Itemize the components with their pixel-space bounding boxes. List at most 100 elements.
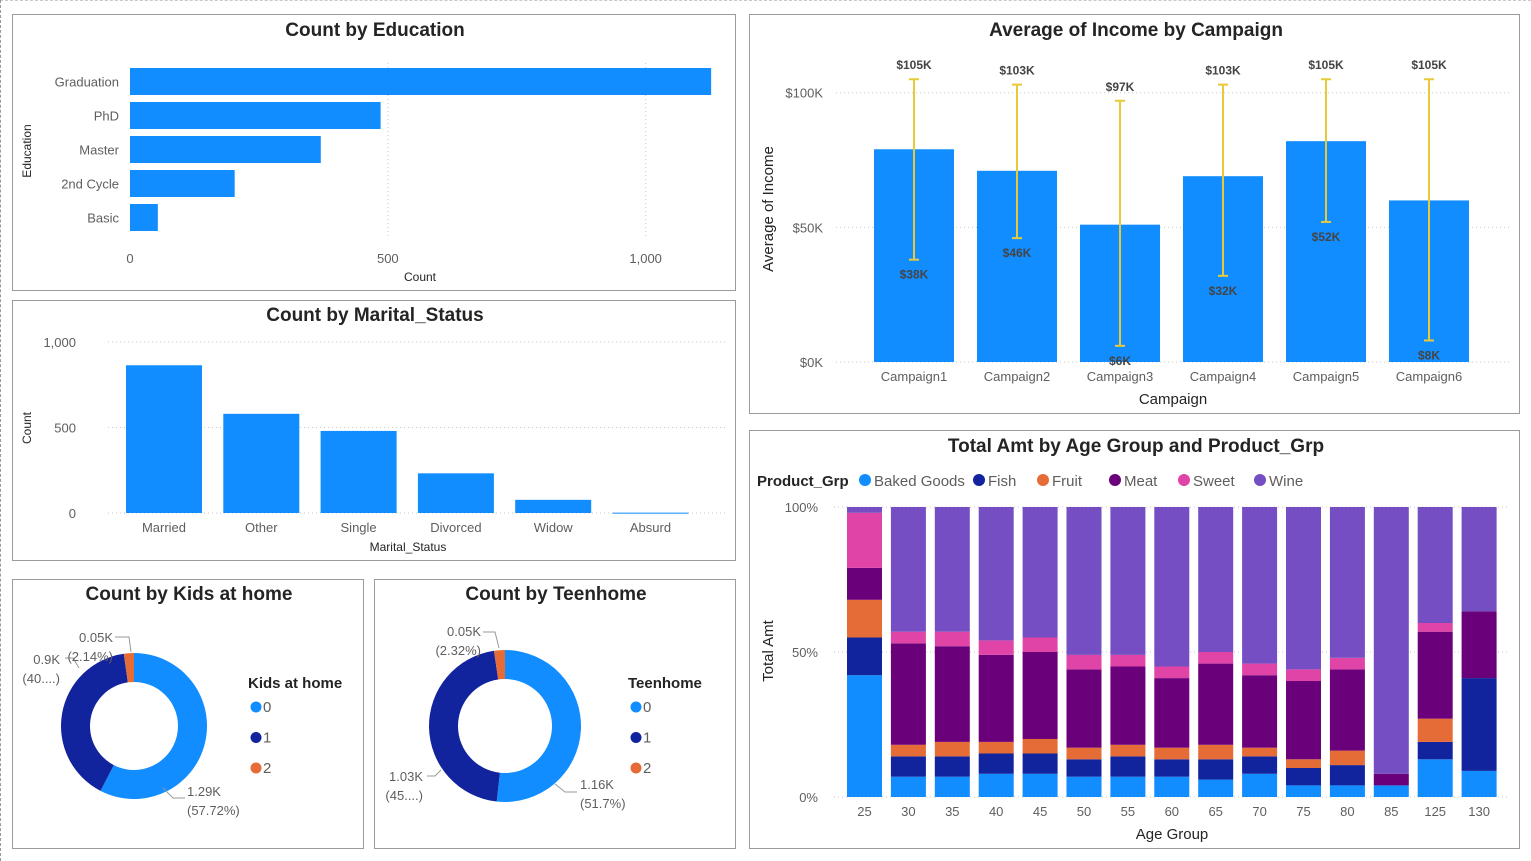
bar	[130, 102, 381, 129]
bar-segment	[1373, 507, 1409, 774]
bar-segment	[1198, 663, 1234, 745]
bar-segment	[1242, 747, 1278, 757]
bar-segment	[1373, 785, 1409, 797]
data-label-leader	[65, 657, 80, 669]
legend-label: 0	[643, 699, 651, 716]
bar-segment	[1286, 681, 1321, 760]
data-label-value: 0.9K	[33, 652, 60, 667]
legend-marker	[1178, 474, 1190, 486]
bar-segment	[934, 631, 970, 647]
education-chart-panel[interactable]: Count by Education 0 500 1,000 Graduation PhD…	[12, 14, 736, 291]
bar	[126, 365, 202, 513]
bar-segment	[1022, 637, 1058, 652]
legend-marker	[250, 732, 262, 743]
bar-segment	[1022, 753, 1058, 774]
legend-label: Fruit	[1052, 473, 1083, 490]
donut-slice	[496, 650, 582, 802]
x-tick-label: 65	[1208, 804, 1222, 819]
chart-svg: Count by Education 0 500 1,000 Graduation PhD…	[20, 20, 712, 284]
y-tick-label: 2nd Cycle	[61, 177, 119, 192]
data-label-leader	[483, 631, 500, 649]
data-label-leader	[115, 636, 132, 653]
data-label-percent: (2.14%)	[67, 649, 113, 664]
chart-title: Count by Teenhome	[465, 584, 646, 605]
x-tick-label: Campaign5	[1293, 369, 1360, 384]
age-group-product-chart-panel[interactable]: Total Amt by Age Group and Product_Grp Pr…	[749, 430, 1520, 849]
legend-label: Meat	[1124, 473, 1158, 490]
error-low-label: $6K	[1109, 354, 1131, 368]
bar-segment	[847, 507, 882, 513]
x-tick-label: 1,000	[629, 251, 662, 266]
donut-slice	[60, 653, 128, 791]
x-tick-label: 35	[945, 804, 959, 819]
legend-label: 1	[263, 730, 271, 747]
bar-segment	[890, 776, 926, 797]
x-tick-label: 30	[901, 804, 915, 819]
bar-segment	[1154, 678, 1190, 748]
error-low-label: $8K	[1418, 348, 1440, 362]
bar	[130, 204, 158, 231]
bar-segment	[978, 507, 1014, 641]
x-tick-label: 40	[989, 804, 1003, 819]
marital-status-chart-panel[interactable]: Count by Marital_Status 0 500 1,000 Married O…	[12, 300, 736, 561]
income-by-campaign-chart-panel[interactable]: Average of Income by Campaign $0K $50K $100…	[749, 14, 1520, 414]
legend-title: Product_Grp	[757, 473, 849, 490]
legend-marker	[250, 701, 262, 713]
x-tick-label: 75	[1296, 804, 1310, 819]
legend-title: Kids at home	[248, 675, 342, 692]
bar-segment	[1417, 623, 1453, 632]
bar-segment	[1198, 507, 1234, 652]
bar-segment	[1066, 654, 1102, 670]
bar-segment	[1110, 756, 1146, 777]
teenhome-chart-panel[interactable]: Count by Teenhome 1.16K (51.7%) 1.03K (45...…	[374, 579, 736, 849]
data-label-value: 1.16K	[580, 777, 614, 792]
kids-at-home-chart-panel[interactable]: Count by Kids at home 1.29K (57.72%) 0.9K (4…	[12, 579, 364, 849]
x-tick-label: 0	[126, 251, 133, 266]
error-low-label: $46K	[1003, 246, 1032, 260]
y-tick-label: PhD	[94, 109, 119, 124]
bar-segment	[847, 567, 882, 600]
bar-segment	[1417, 718, 1453, 742]
bar-segment	[1286, 759, 1321, 768]
y-tick-label: 0%	[799, 790, 818, 805]
legend-marker	[630, 762, 642, 774]
y-axis-title: Total Amt	[760, 619, 777, 682]
bar	[130, 136, 321, 163]
legend-label: Sweet	[1193, 473, 1236, 490]
error-low-label: $38K	[900, 268, 929, 282]
data-label-leader	[427, 769, 442, 777]
bar-segment	[1022, 773, 1058, 797]
chart-title: Count by Education	[285, 20, 464, 41]
x-tick-label: 50	[1077, 804, 1091, 819]
bar-segment	[1329, 750, 1365, 766]
bar-segment	[890, 744, 926, 757]
error-high-label: $105K	[1411, 58, 1447, 72]
bar-segment	[934, 646, 970, 742]
bar-segment	[847, 675, 882, 797]
bar-segment	[934, 756, 970, 777]
x-tick-label: Married	[142, 520, 186, 535]
bar	[612, 512, 689, 514]
x-tick-label: 85	[1384, 804, 1398, 819]
legend-marker	[1254, 474, 1266, 486]
x-tick-label: Campaign2	[984, 369, 1051, 384]
bar-segment	[1242, 773, 1278, 797]
data-label-percent: (2.32%)	[435, 643, 481, 658]
bar-segment	[978, 753, 1014, 774]
x-tick-label: 55	[1121, 804, 1135, 819]
bar-segment	[1286, 507, 1321, 670]
bar-segment	[1417, 759, 1453, 797]
y-axis-title: Average of Income	[760, 146, 777, 272]
bar-segment	[1154, 507, 1190, 667]
bar-segment	[1417, 631, 1453, 719]
x-tick-label: Campaign1	[881, 369, 948, 384]
bar-segment	[1022, 739, 1058, 754]
bar-segment	[1022, 507, 1058, 638]
bar-segment	[978, 741, 1014, 754]
bar-segment	[890, 756, 926, 777]
bar-segment	[1329, 657, 1365, 670]
donut-slice	[429, 650, 500, 802]
legend-marker	[630, 701, 642, 713]
chart-svg: Count by Teenhome 1.16K (51.7%) 1.03K (45...…	[385, 584, 701, 811]
bar-segment	[934, 507, 970, 632]
